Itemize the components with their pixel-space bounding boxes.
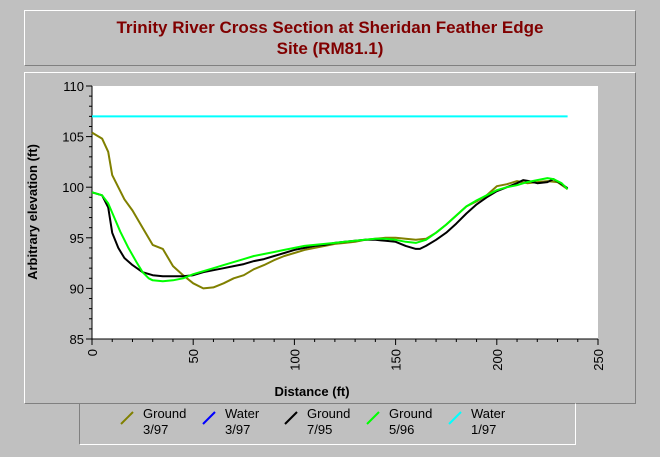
legend-item-1: Water 3/97 — [200, 406, 285, 442]
x-tick-label: 250 — [591, 349, 606, 371]
x-tick-label: 200 — [490, 349, 505, 371]
chart-canvas: 85 90 95 100 105 110 0 50 100 150 200 250 Distance … — [25, 79, 606, 399]
y-tick-label: 90 — [70, 281, 84, 296]
legend-item-2: Ground 7/95 — [282, 406, 367, 442]
legend-label-4: Water 1/97 — [471, 406, 505, 438]
y-tick-label: 95 — [70, 231, 84, 246]
legend-swatch-1 — [202, 411, 216, 425]
legend-label-0: Ground 3/97 — [143, 406, 186, 438]
legend-swatch-0 — [120, 411, 134, 425]
y-axis-label: Arbitrary elevation (ft) — [25, 144, 40, 280]
legend-label-date: 5/96 — [389, 422, 415, 437]
y-tick-label: 85 — [70, 332, 84, 347]
x-tick-label: 100 — [287, 349, 302, 371]
legend-swatch-3 — [366, 411, 380, 425]
legend-label-date: 1/97 — [471, 422, 497, 437]
legend-label-date: 7/95 — [307, 422, 333, 437]
series-line-3 — [91, 177, 569, 283]
y-tick-label: 110 — [63, 79, 84, 94]
legend-item-4: Water 1/97 — [446, 406, 531, 442]
legend-item-0: Ground 3/97 — [118, 406, 203, 442]
y-tick-label: 100 — [62, 180, 84, 195]
legend-label-name: Ground — [307, 406, 351, 421]
y-tick-label: 105 — [62, 130, 84, 145]
legend-label-name: Water — [471, 406, 506, 421]
legend-label-date: 3/97 — [225, 422, 251, 437]
x-axis-label: Distance (ft) — [274, 384, 349, 399]
legend-label-3: Ground 5/96 — [389, 406, 432, 438]
x-tick-label: 50 — [186, 349, 201, 363]
legend-label-1: Water 3/97 — [225, 406, 259, 438]
legend-label-2: Ground 7/95 — [307, 406, 350, 438]
x-tick-label: 0 — [85, 349, 100, 356]
legend-label-date: 3/97 — [143, 422, 169, 437]
chart-title-line1: Trinity River Cross Section at Sheridan … — [116, 18, 544, 37]
legend-label-name: Ground — [143, 406, 187, 421]
legend-swatch-2 — [284, 411, 298, 425]
x-tick-label: 150 — [389, 349, 404, 371]
legend-label-name: Water — [225, 406, 260, 421]
legend-item-3: Ground 5/96 — [364, 406, 449, 442]
plot-area — [92, 86, 598, 339]
legend: Ground 3/97 Water 3/97 Ground 7/95 Ground 5/96 W… — [79, 403, 576, 445]
chart-title-line2: Site (RM81.1) — [276, 39, 384, 58]
legend-swatch-4 — [448, 411, 462, 425]
legend-label-name: Ground — [389, 406, 433, 421]
chart-title: Trinity River Cross Section at Sheridan … — [24, 10, 636, 66]
